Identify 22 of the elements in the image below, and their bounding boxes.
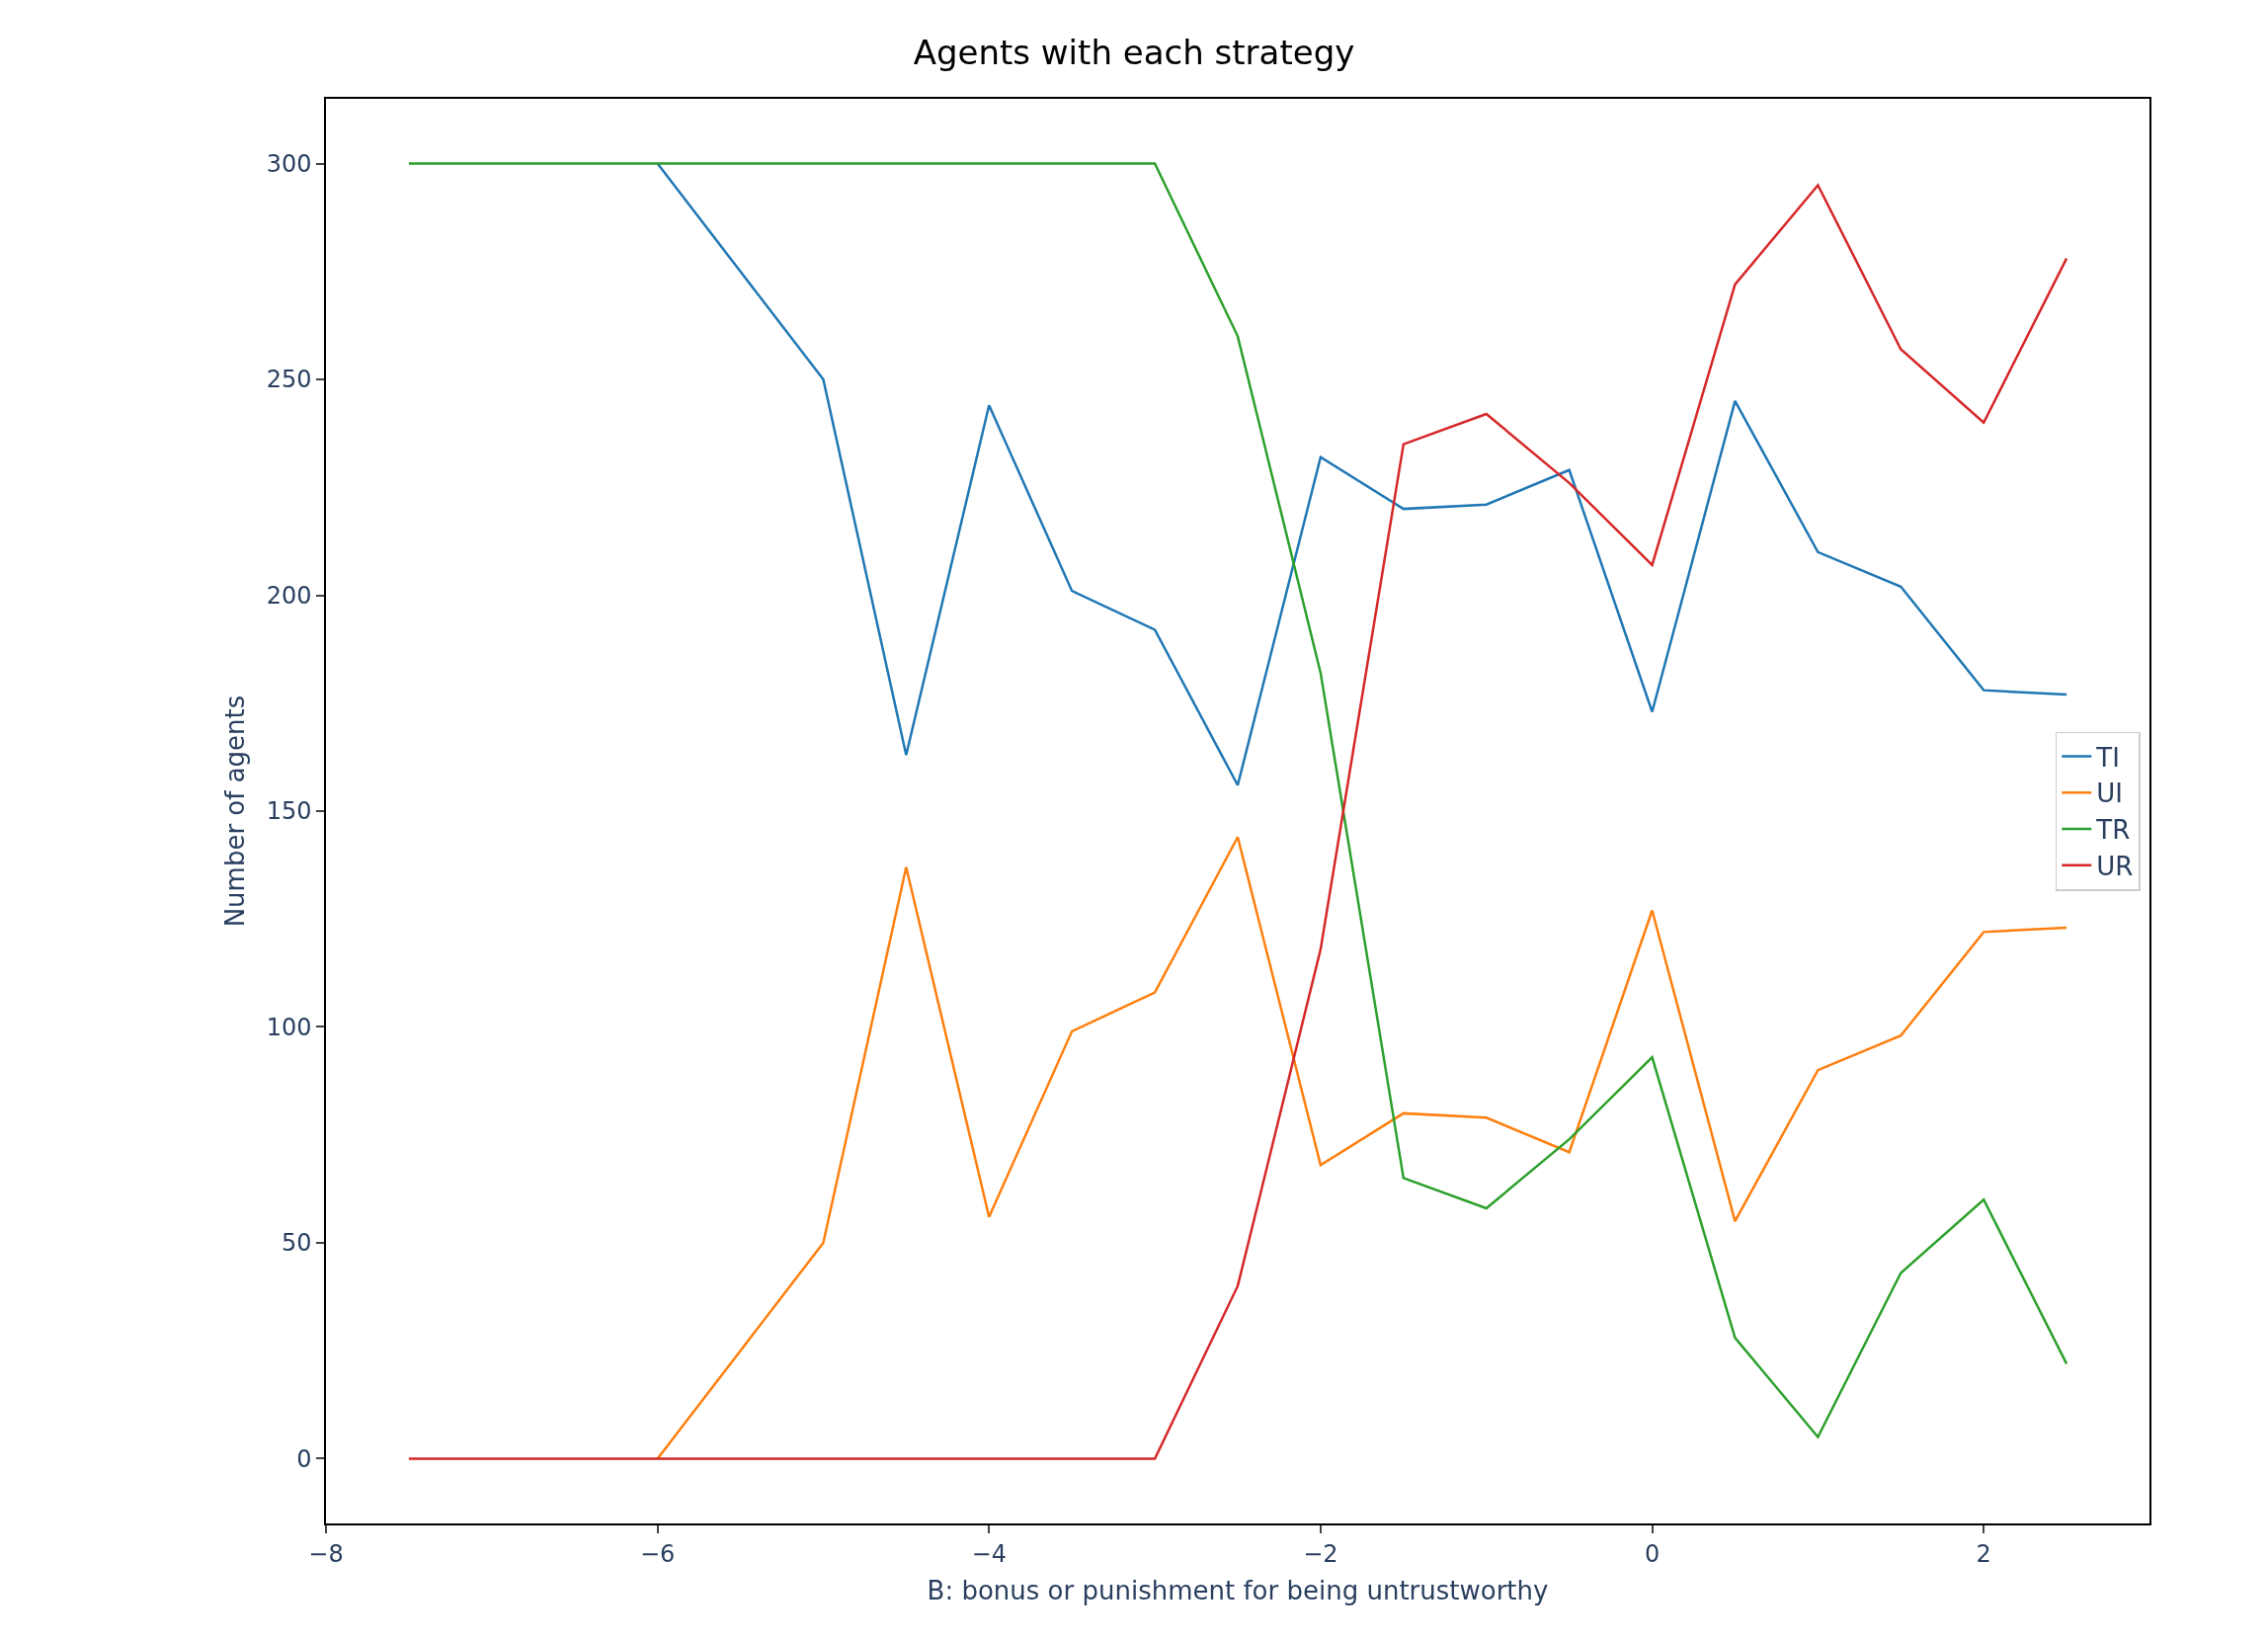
legend-label: UR	[2096, 851, 2134, 881]
legend-label: UI	[2096, 779, 2123, 809]
y-tick-label: 150	[266, 797, 312, 826]
y-tick-label: 50	[281, 1229, 312, 1258]
x-tick-label: 0	[1644, 1539, 1660, 1568]
legend-label: TR	[2095, 815, 2131, 846]
x-tick-label: −8	[308, 1539, 344, 1568]
x-axis-title: B: bonus or punishment for being untrustworthy	[927, 1575, 1549, 1605]
y-tick-label: 0	[296, 1444, 312, 1473]
x-tick-label: −2	[1303, 1539, 1338, 1568]
y-tick-label: 250	[266, 366, 312, 394]
x-tick-label: −6	[639, 1539, 676, 1568]
line-series	[656, 162, 2068, 787]
y-tick-label: 200	[266, 581, 312, 610]
legend-label: TI	[2095, 742, 2120, 773]
y-axis-title: Number of agents	[219, 695, 250, 928]
y-tick-label: 300	[266, 149, 312, 178]
x-tick-label: −4	[971, 1539, 1007, 1568]
y-tick-label: 100	[266, 1013, 312, 1041]
x-tick-label: 2	[1976, 1539, 1991, 1568]
chart-title: Agents with each strategy	[913, 33, 1355, 73]
line-series	[656, 835, 2068, 1460]
